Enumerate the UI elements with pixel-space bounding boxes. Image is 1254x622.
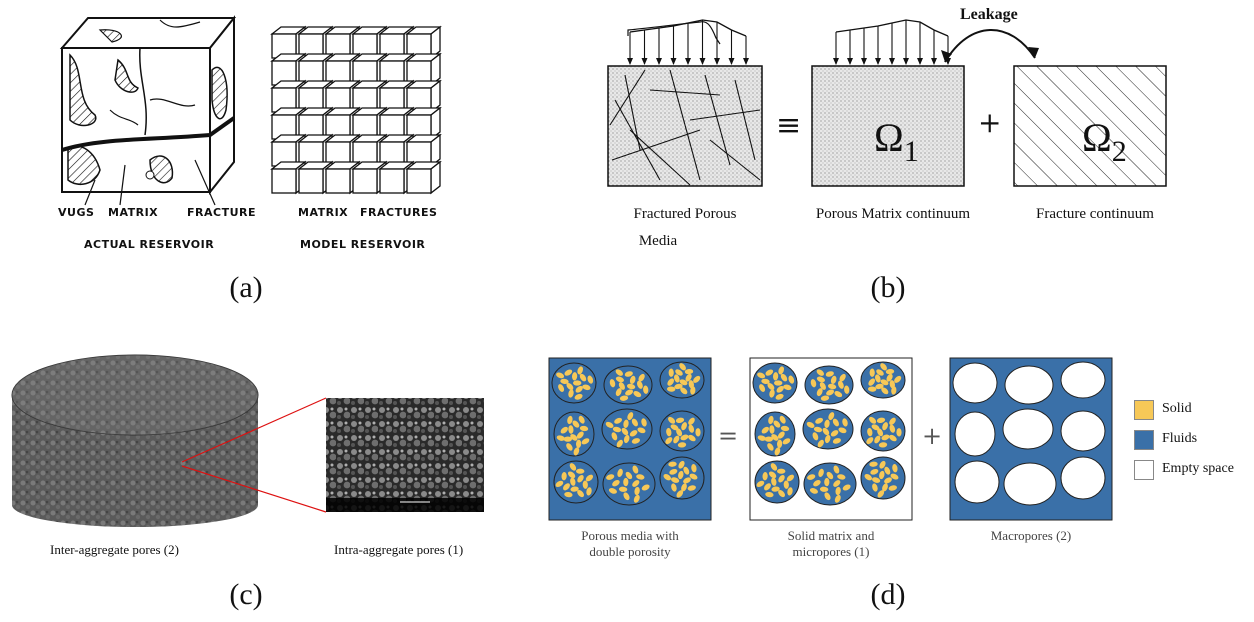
double-porosity-grains	[551, 361, 705, 506]
label-actual-reservoir: ACTUAL RESERVOIR	[84, 238, 215, 251]
arrows-mid	[833, 19, 951, 65]
zoom-line-bottom	[181, 465, 327, 513]
label-fractures: FRACTURES	[360, 206, 438, 219]
label-intra-aggregate: Intra-aggregate pores (1)	[334, 542, 464, 557]
label-double-porosity: Porous media with double porosity	[581, 528, 679, 559]
legend-label-empty: Empty space	[1162, 461, 1234, 476]
omega-1: Ω1	[874, 115, 919, 168]
label-fractured-porous: Fractured Porous	[633, 206, 737, 222]
equiv-sign: ≡	[776, 108, 802, 143]
solid-matrix-grains	[752, 361, 906, 506]
leakage-arrow	[944, 29, 1036, 63]
porous-matrix-box	[811, 65, 965, 187]
label-inter-aggregate: Inter-aggregate pores (2)	[50, 542, 179, 557]
macropores-grains	[952, 361, 1106, 506]
label-matrix-left: MATRIX	[108, 206, 159, 219]
legend-label-fluids: Fluids	[1162, 431, 1198, 446]
caption-d: (d)	[870, 578, 906, 611]
label-vugs: VUGS	[58, 206, 95, 219]
label-macropores: Macropores (2)	[990, 528, 1072, 543]
label-matrix-right: MATRIX	[298, 206, 349, 219]
label-fracture-continuum: Fracture continuum	[1036, 206, 1154, 222]
legend-label-solid: Solid	[1162, 401, 1192, 416]
load-arrows-left	[627, 21, 721, 45]
plus-sign-b: +	[978, 106, 1002, 139]
arrows-left	[627, 19, 749, 65]
label-solid-matrix: Solid matrix and micropores (1)	[787, 528, 875, 559]
fracture-lines	[609, 69, 761, 186]
omega-2: Ω2	[1082, 115, 1127, 168]
label-leakage: Leakage	[960, 6, 1018, 23]
zoom-line-top	[181, 397, 327, 463]
legend-swatch-fluids	[1134, 430, 1154, 450]
model-reservoir-grid	[270, 25, 442, 195]
legend-swatch-solid	[1134, 400, 1154, 420]
caption-c: (c)	[229, 578, 263, 611]
aggregate-cylinder	[11, 354, 259, 527]
label-fracture: FRACTURE	[187, 206, 256, 219]
label-media: Media	[638, 233, 678, 249]
caption-b: (b)	[870, 271, 906, 304]
equals-sign-d: =	[718, 422, 739, 450]
fracture-continuum-box	[1013, 65, 1167, 187]
plus-sign-d: +	[922, 422, 943, 450]
caption-a: (a)	[229, 271, 263, 304]
label-model-reservoir: MODEL RESERVOIR	[300, 238, 426, 251]
legend-swatch-empty	[1134, 460, 1154, 480]
actual-reservoir-block	[59, 15, 237, 206]
sem-micrograph	[326, 398, 484, 512]
label-porous-matrix-continuum: Porous Matrix continuum	[815, 206, 971, 222]
